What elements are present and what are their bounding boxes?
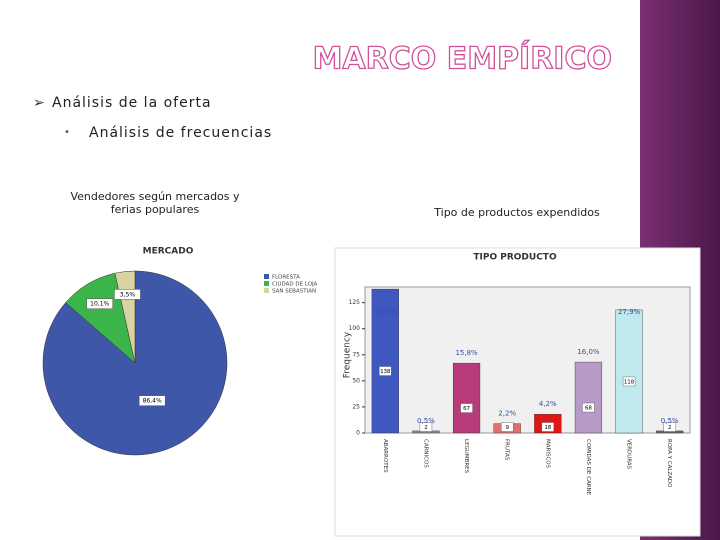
- bullet: Análisis de frecuencias: [89, 125, 272, 141]
- y-tick-label: 100: [349, 325, 361, 332]
- count-label: 9: [505, 425, 509, 431]
- count-label: 2: [424, 425, 428, 431]
- count-label: 67: [463, 406, 470, 412]
- percent-label: 32,6%: [374, 308, 397, 316]
- count-label: 2: [668, 425, 672, 431]
- slide-title: MARCO EMPÍRICO: [313, 41, 612, 77]
- count-box: [500, 422, 514, 432]
- bar: [574, 361, 603, 434]
- legend-swatch: [264, 281, 269, 286]
- count-box: [541, 422, 555, 432]
- y-tick-label: 50: [352, 377, 360, 384]
- count-box: [622, 376, 636, 387]
- data-label: 3,5%: [120, 291, 136, 298]
- legend-label: SAN SEBASTIAN: [272, 289, 316, 295]
- x-tick-label: FRUTAS: [504, 439, 510, 461]
- count-box: [663, 422, 676, 432]
- data-label: 10,1%: [90, 301, 109, 308]
- bar: [371, 288, 399, 434]
- count-box: [379, 366, 392, 376]
- count-box: [419, 422, 433, 432]
- legend-label: FLORESTA: [272, 275, 300, 281]
- x-tick-label: VERDURAS: [626, 439, 632, 470]
- count-label: 68: [585, 406, 592, 412]
- legend-swatch: [264, 274, 269, 279]
- x-tick-label: ABARROTES: [382, 439, 388, 473]
- x-tick-label: CARNICOS: [422, 439, 428, 468]
- y-tick-label: 75: [352, 351, 360, 358]
- y-tick-label: 125: [349, 299, 361, 306]
- label-box: [114, 289, 141, 300]
- label-box: [86, 298, 113, 309]
- y-tick-label: 25: [352, 403, 360, 410]
- percent-label: 16,0%: [577, 348, 600, 356]
- data-label: 86,4%: [143, 398, 162, 405]
- legend-swatch: [264, 288, 269, 293]
- count-box: [582, 402, 595, 413]
- bullet-icon: •: [64, 127, 70, 138]
- count-label: 138: [380, 369, 391, 375]
- percent-label: 0,5%: [661, 417, 679, 425]
- percent-label: 4,2%: [539, 400, 557, 408]
- chart-title: MERCADO: [143, 247, 194, 257]
- count-label: 18: [544, 425, 551, 431]
- percent-label: 15,8%: [455, 349, 478, 357]
- count-label: 118: [624, 379, 635, 385]
- y-axis-label: Frequency: [343, 331, 353, 378]
- legend-label: CIUDAD DE LOJA: [272, 282, 318, 288]
- chart-title: TIPO PRODUCTO: [473, 253, 557, 263]
- x-tick-label: ROPA Y CALZADO: [666, 439, 672, 488]
- x-tick-label: COMIDAS DE CARNE: [585, 439, 591, 496]
- label-box: [138, 395, 166, 406]
- count-box: [460, 403, 473, 413]
- y-tick-label: 0: [356, 430, 360, 437]
- percent-label: 27,9%: [618, 308, 641, 316]
- bullet-icon: ➢: [33, 95, 45, 111]
- bar: [615, 309, 643, 434]
- percent-label: 0,5%: [417, 417, 435, 425]
- percent-label: 2,2%: [498, 410, 516, 418]
- bullet: Análisis de la oferta: [52, 95, 212, 111]
- caption: Tipo de productos expendidos: [433, 206, 600, 219]
- caption: Vendedores según mercados y ferias popula…: [70, 190, 240, 216]
- x-tick-label: MARISCOS: [544, 439, 550, 469]
- x-tick-label: LEGUMBRES: [463, 439, 469, 474]
- bar: [452, 362, 481, 434]
